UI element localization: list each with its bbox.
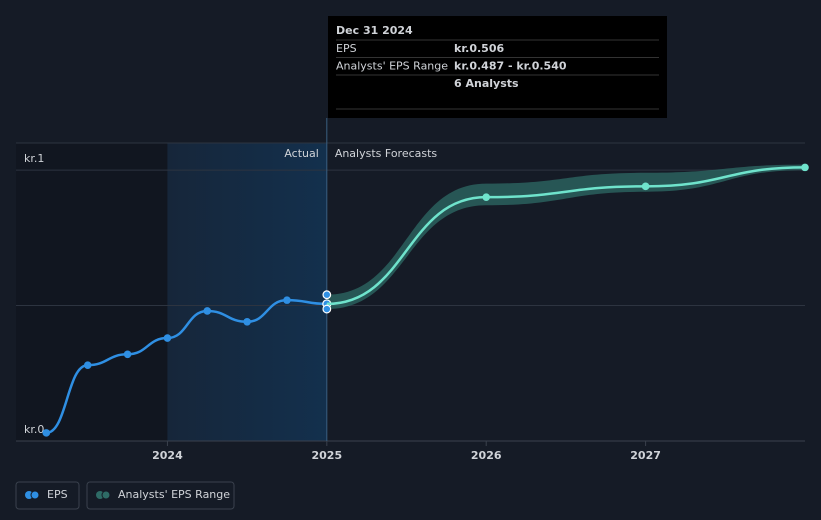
tooltip-value: 6 Analysts [454,77,519,90]
y-tick-label: kr.1 [24,152,44,165]
range-point [322,290,332,300]
point [42,429,51,437]
legend-swatch [101,490,111,500]
point [243,318,251,326]
legend-label: Analysts' EPS Range [118,488,230,501]
tooltip-value: kr.0.487 - kr.0.540 [454,60,567,73]
x-tick-label: 2024 [152,449,183,462]
line [326,166,806,306]
tooltip [328,16,667,118]
tooltip-label: Analysts' EPS Range [336,60,448,73]
x-tick-label: 2027 [630,449,661,462]
point [203,307,212,315]
point [163,334,172,342]
past-region [16,143,168,441]
section-label: Actual [284,147,318,160]
range-area [326,164,805,310]
legend-swatch [30,490,40,500]
legend-label: EPS [47,488,68,501]
point [482,193,491,201]
point [801,163,809,172]
legend-item [15,481,80,510]
point [641,182,650,191]
tooltip-value: kr.0.506 [454,42,504,55]
actual-region [167,143,327,441]
section-label: Analysts Forecasts [335,147,438,160]
point [123,350,132,359]
tooltip-date: Dec 31 2024 [336,24,413,37]
tooltip-label: EPS [336,42,357,55]
legend-item [86,481,235,510]
range-point [322,304,332,314]
point [283,296,291,304]
x-tick-label: 2026 [471,449,502,462]
y-tick-label: kr.0 [24,423,44,436]
x-tick-label: 2025 [312,449,343,462]
point [83,361,92,369]
